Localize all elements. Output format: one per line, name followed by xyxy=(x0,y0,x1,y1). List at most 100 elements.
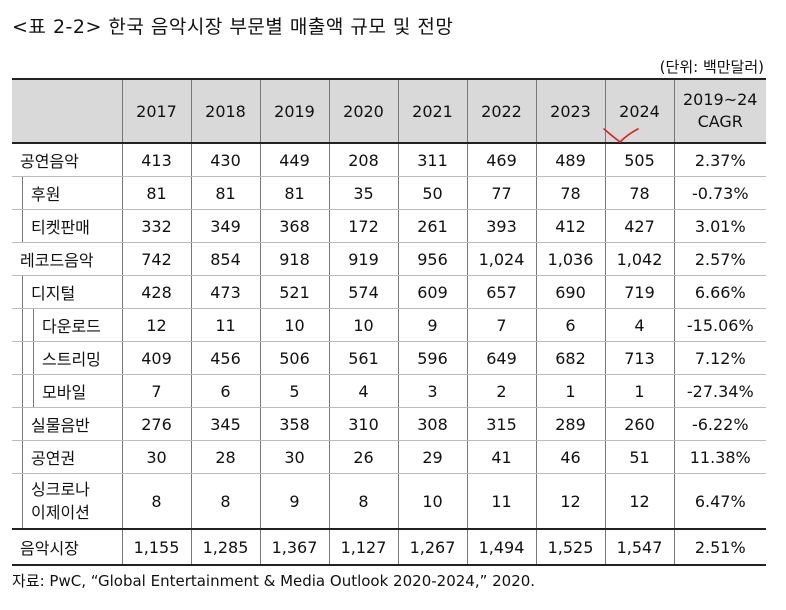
value-cell: 574 xyxy=(328,275,398,309)
cagr-cell: 6.66% xyxy=(673,275,766,309)
value-cell: 11 xyxy=(466,473,536,530)
row-label: 스트리밍 xyxy=(12,341,122,375)
value-cell: 78 xyxy=(535,176,605,210)
row-label-line2: 이제이션 xyxy=(31,503,90,522)
value-cell: 7 xyxy=(466,308,536,342)
value-cell: 505 xyxy=(604,143,674,177)
value-cell: 2 xyxy=(466,374,536,408)
value-cell: 657 xyxy=(466,275,536,309)
value-cell: 918 xyxy=(259,242,329,276)
cagr-cell: -6.22% xyxy=(673,407,766,441)
market-table: 2017 2018 2019 2020 2021 2022 2023 2024 … xyxy=(12,78,766,566)
value-cell: 596 xyxy=(397,341,467,375)
value-cell: 50 xyxy=(397,176,467,210)
value-cell: 1,547 xyxy=(604,528,674,566)
value-cell: 506 xyxy=(259,341,329,375)
cagr-cell: 2.57% xyxy=(673,242,766,276)
row-label: 후원 xyxy=(12,176,122,210)
header-col: 2019 xyxy=(259,78,329,144)
value-cell: 10 xyxy=(328,308,398,342)
value-cell: 1 xyxy=(604,374,674,408)
value-cell: 9 xyxy=(397,308,467,342)
value-cell: 11 xyxy=(190,308,260,342)
value-cell: 1,525 xyxy=(535,528,605,566)
value-cell: 12 xyxy=(535,473,605,530)
value-cell: 349 xyxy=(190,209,260,243)
value-cell: 690 xyxy=(535,275,605,309)
header-empty xyxy=(12,78,122,144)
value-cell: 393 xyxy=(466,209,536,243)
value-cell: 332 xyxy=(121,209,191,243)
value-cell: 427 xyxy=(604,209,674,243)
table-row: 티켓판매 332 349 368 172 261 393 412 427 3.01% xyxy=(12,209,766,243)
cagr-cell: -0.73% xyxy=(673,176,766,210)
value-cell: 649 xyxy=(466,341,536,375)
value-cell: 81 xyxy=(259,176,329,210)
value-cell: 81 xyxy=(121,176,191,210)
value-cell: 26 xyxy=(328,440,398,474)
row-label: 레코드음악 xyxy=(12,242,122,276)
table-row: 모바일 7 6 5 4 3 2 1 1 -27.34% xyxy=(12,374,766,408)
value-cell: 368 xyxy=(259,209,329,243)
value-cell: 261 xyxy=(397,209,467,243)
value-cell: 719 xyxy=(604,275,674,309)
table-title: <표 2-2> 한국 음악시장 부문별 매출액 규모 및 전망 xyxy=(12,16,454,38)
value-cell: 289 xyxy=(535,407,605,441)
cagr-cell: 7.12% xyxy=(673,341,766,375)
value-cell: 30 xyxy=(121,440,191,474)
value-cell: 358 xyxy=(259,407,329,441)
value-cell: 310 xyxy=(328,407,398,441)
value-cell: 713 xyxy=(604,341,674,375)
value-cell: 5 xyxy=(259,374,329,408)
table-row: 레코드음악 742 854 918 919 956 1,024 1,036 1,042 2.57% xyxy=(12,242,766,276)
value-cell: 12 xyxy=(121,308,191,342)
value-cell: 6 xyxy=(190,374,260,408)
row-label: 디지털 xyxy=(12,275,122,309)
header-col: 2022 xyxy=(466,78,536,144)
header-col: 2020 xyxy=(328,78,398,144)
row-label: 티켓판매 xyxy=(12,209,122,243)
row-label-line1: 싱크로나 xyxy=(31,480,90,499)
value-cell: 1,267 xyxy=(397,528,467,566)
value-cell: 78 xyxy=(604,176,674,210)
value-cell: 46 xyxy=(535,440,605,474)
table-row: 디지털 428 473 521 574 609 657 690 719 6.66% xyxy=(12,275,766,309)
value-cell: 609 xyxy=(397,275,467,309)
row-label: 음악시장 xyxy=(12,528,122,566)
header-row: 2017 2018 2019 2020 2021 2022 2023 2024 … xyxy=(12,78,766,144)
value-cell: 742 xyxy=(121,242,191,276)
value-cell: 473 xyxy=(190,275,260,309)
value-cell: 1,127 xyxy=(328,528,398,566)
value-cell: 449 xyxy=(259,143,329,177)
value-cell: 345 xyxy=(190,407,260,441)
value-cell: 276 xyxy=(121,407,191,441)
row-label: 실물음반 xyxy=(12,407,122,441)
value-cell: 456 xyxy=(190,341,260,375)
value-cell: 854 xyxy=(190,242,260,276)
source-note: 자료: PwC, “Global Entertainment & Media O… xyxy=(12,572,536,590)
table-row: 후원 81 81 81 35 50 77 78 78 -0.73% xyxy=(12,176,766,210)
value-cell: 1,155 xyxy=(121,528,191,566)
value-cell: 10 xyxy=(397,473,467,530)
value-cell: 1,042 xyxy=(604,242,674,276)
header-col-cagr: 2019~24 CAGR xyxy=(673,78,766,144)
value-cell: 51 xyxy=(604,440,674,474)
cagr-cell: 2.37% xyxy=(673,143,766,177)
value-cell: 413 xyxy=(121,143,191,177)
header-col: 2023 xyxy=(535,78,605,144)
value-cell: 409 xyxy=(121,341,191,375)
value-cell: 172 xyxy=(328,209,398,243)
table-row: 스트리밍 409 456 506 561 596 649 682 713 7.12% xyxy=(12,341,766,375)
row-label: 공연권 xyxy=(12,440,122,474)
table-row: 실물음반 276 345 358 310 308 315 289 260 -6.22% xyxy=(12,407,766,441)
table-row: 싱크로나 이제이션 8 8 9 8 10 11 12 12 6.47% xyxy=(12,473,766,530)
cagr-cell: -27.34% xyxy=(673,374,766,408)
value-cell: 430 xyxy=(190,143,260,177)
value-cell: 1 xyxy=(535,374,605,408)
value-cell: 29 xyxy=(397,440,467,474)
value-cell: 77 xyxy=(466,176,536,210)
red-check-mark xyxy=(603,128,639,144)
value-cell: 1,036 xyxy=(535,242,605,276)
value-cell: 4 xyxy=(604,308,674,342)
